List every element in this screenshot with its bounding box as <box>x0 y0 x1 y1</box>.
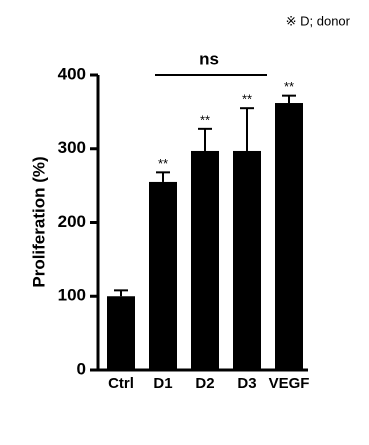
bar <box>149 181 177 370</box>
x-tick-label: D3 <box>237 375 256 392</box>
significance-label: ** <box>284 79 294 94</box>
bar <box>107 296 135 370</box>
y-axis-label: Proliferation (%) <box>29 156 48 287</box>
y-tick-label: 400 <box>58 64 86 83</box>
x-tick-label: Ctrl <box>108 375 134 392</box>
significance-label: ** <box>242 92 252 107</box>
x-tick-label: D1 <box>153 375 172 392</box>
y-tick-label: 0 <box>77 359 86 378</box>
significance-label: ** <box>200 112 210 127</box>
y-tick-label: 300 <box>58 138 86 157</box>
y-tick-label: 100 <box>58 286 86 305</box>
bar <box>233 150 261 370</box>
significance-label: ** <box>158 156 168 171</box>
comparison-label: ns <box>199 49 219 68</box>
x-tick-label: VEGF <box>269 375 310 392</box>
y-tick-label: 200 <box>58 212 86 231</box>
bar <box>275 103 303 371</box>
x-tick-label: D2 <box>195 375 214 392</box>
note: ※ D; donor <box>286 13 351 28</box>
bar <box>191 150 219 370</box>
